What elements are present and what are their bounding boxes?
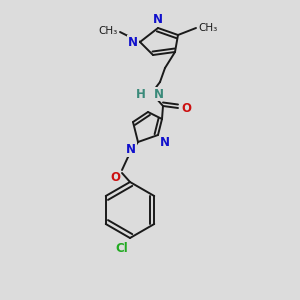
Text: CH₃: CH₃ [198, 23, 217, 33]
Text: CH₃: CH₃ [99, 26, 118, 36]
Text: N: N [153, 13, 163, 26]
Text: O: O [110, 171, 120, 184]
Text: O: O [181, 101, 191, 115]
Text: H: H [136, 88, 146, 100]
Text: N: N [160, 136, 170, 149]
Text: N: N [154, 88, 164, 100]
Text: N: N [128, 35, 138, 49]
Text: N: N [126, 143, 136, 156]
Text: Cl: Cl [115, 242, 128, 255]
